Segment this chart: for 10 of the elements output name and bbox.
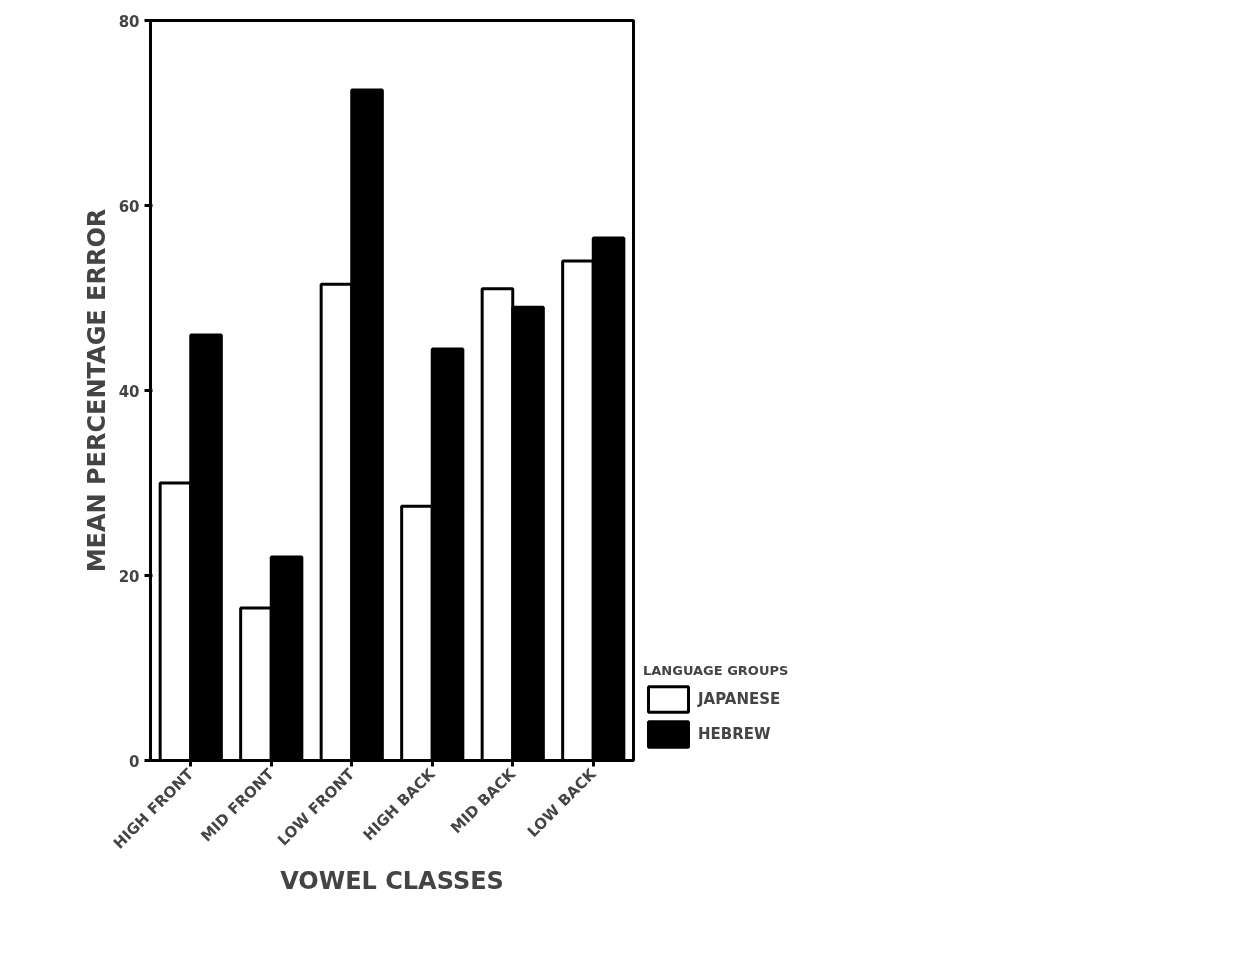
y-tick-label: 20 [118,567,140,586]
legend-title: LANGUAGE GROUPS [643,663,789,678]
y-tick-label: 40 [118,382,140,401]
y-tick-label: 80 [118,12,140,31]
legend-label: JAPANESE [698,690,781,708]
y-tick-label: 60 [118,197,140,216]
y-axis-title: MEAN PERCENTAGE ERROR [82,208,111,573]
y-tick-label: 0 [129,752,140,771]
x-axis-title: VOWEL CLASSES [280,866,504,895]
legend-label: HEBREW [698,725,771,743]
